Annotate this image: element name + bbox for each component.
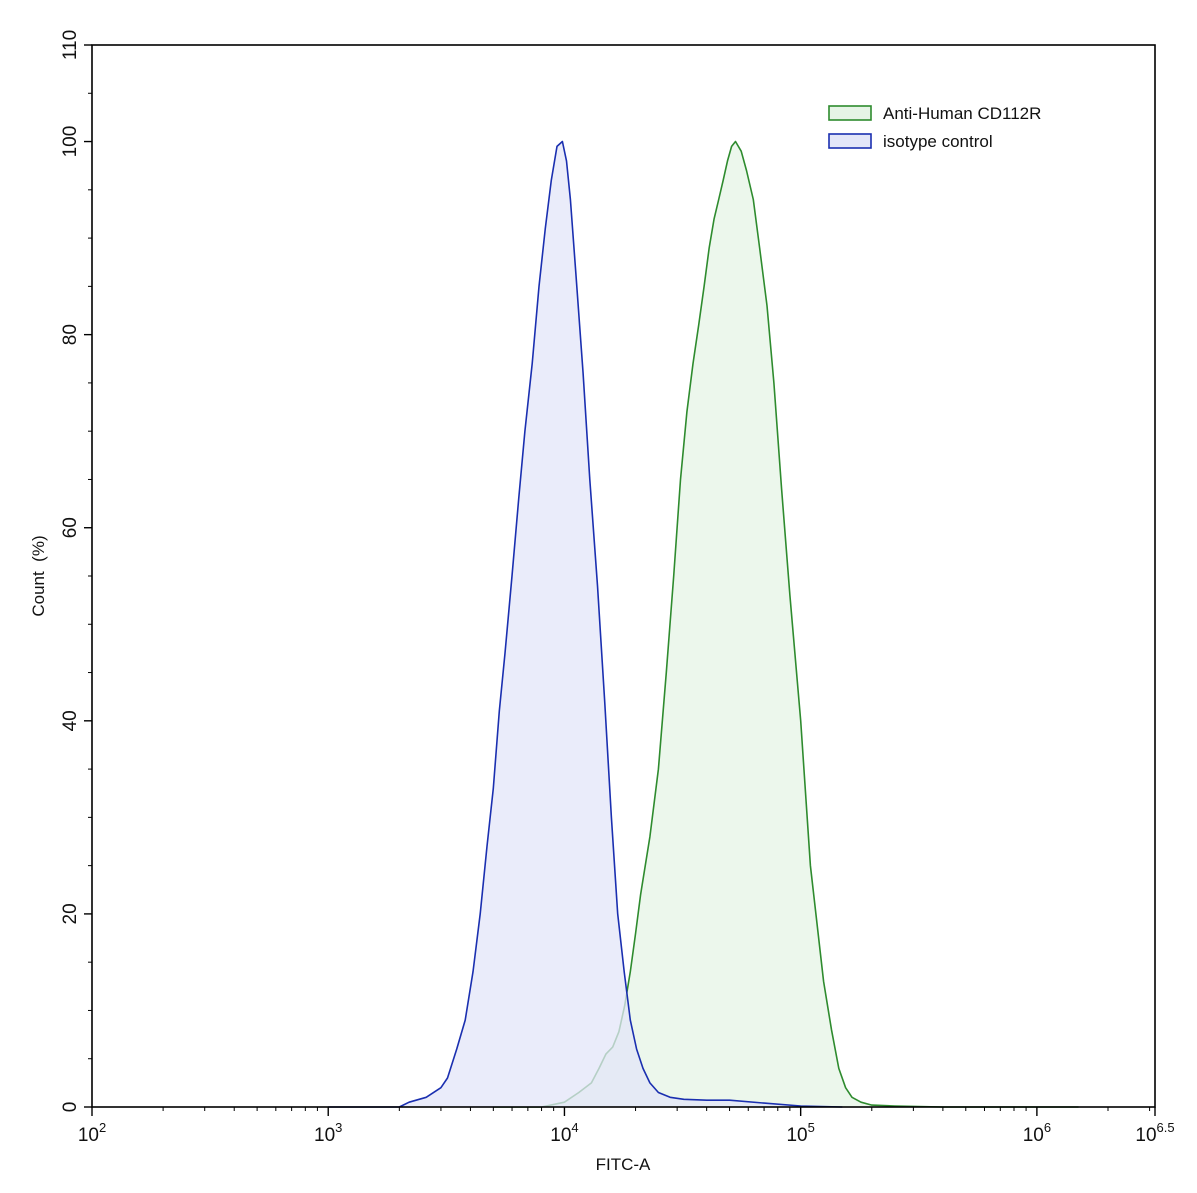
- series-layer: [328, 140, 1079, 1108]
- axes-layer: 0 20 40 60 80 100 110 102 103 104 105 106 106.5: [60, 30, 1175, 1146]
- legend-swatch: [828, 133, 872, 149]
- series-fill-0: [493, 141, 1079, 1107]
- y-tick-label: 80: [60, 324, 81, 345]
- y-tick-label: 0: [60, 1102, 81, 1113]
- y-tick-label: 110: [60, 30, 81, 60]
- plot-area-frame: [91, 44, 1156, 1108]
- x-axis-title: FITC-A: [596, 1155, 651, 1174]
- y-tick-label: 40: [60, 710, 81, 731]
- legend-swatch: [828, 105, 872, 121]
- x-tick-label: 103: [314, 1120, 342, 1146]
- legend-label: Anti-Human CD112R: [883, 104, 1041, 123]
- x-tick-label: 106: [1023, 1120, 1051, 1146]
- y-tick-label: 60: [60, 517, 81, 538]
- series-line-1: [328, 140, 843, 1108]
- y-tick-label: 100: [60, 126, 81, 158]
- x-tick-label: 102: [78, 1120, 106, 1146]
- legend-label: isotype control: [883, 132, 993, 151]
- x-tick-label: 105: [786, 1120, 814, 1146]
- x-tick-label: 104: [550, 1120, 578, 1146]
- y-axis-title: Count (%): [29, 535, 48, 616]
- legend: Anti-Human CD112R isotype control: [828, 104, 1041, 151]
- series-fill-1: [328, 141, 843, 1107]
- y-tick-label: 20: [60, 903, 81, 924]
- x-tick-label: 106.5: [1135, 1120, 1174, 1146]
